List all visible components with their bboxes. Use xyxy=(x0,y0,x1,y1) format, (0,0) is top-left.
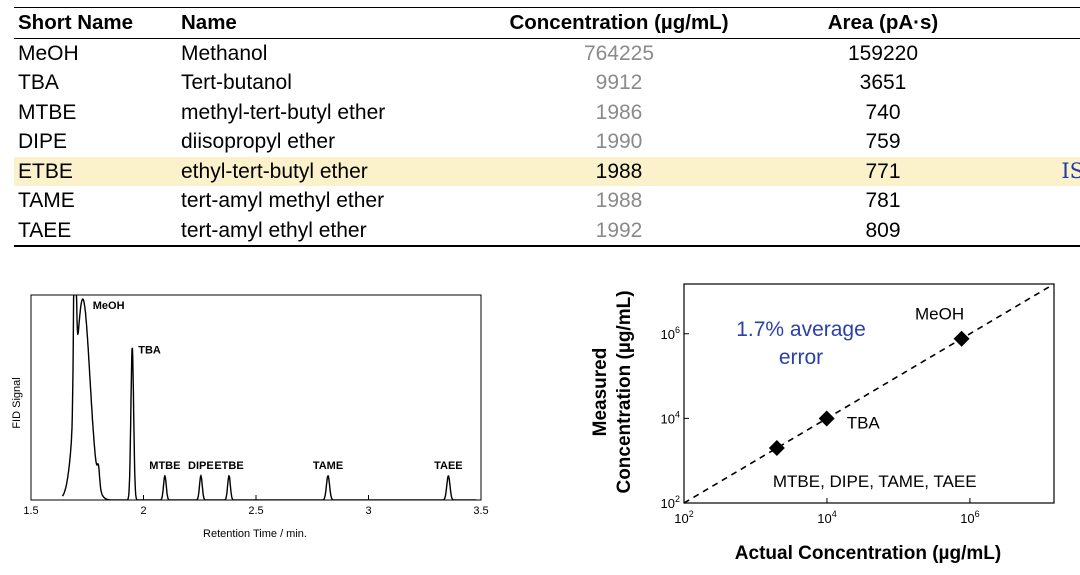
data-point-diamond xyxy=(953,330,970,347)
table-row: MeOH Methanol 764225 159220 xyxy=(14,38,1080,68)
calibration-annotation-line-2: error xyxy=(779,346,823,369)
table-row: DIPE diisopropyl ether 1990 759 xyxy=(14,127,1080,157)
cell-note xyxy=(1013,186,1080,216)
data-point-diamond xyxy=(818,410,835,427)
cell-concentration: 1988 xyxy=(595,189,643,213)
cell-area: 809 xyxy=(865,218,901,242)
chromatogram-y-axis-label: FID Signal xyxy=(11,377,23,428)
peak-label: TAEE xyxy=(434,460,463,472)
chromatogram-x-tick-label: 3.5 xyxy=(473,505,488,517)
table-row: TBA Tert-butanol 9912 3651 xyxy=(14,68,1080,98)
identity-reference-line xyxy=(683,283,1055,504)
cell-note xyxy=(1013,38,1080,68)
calibration-marks: MeOH TBA MTBE, DIPE, TAME, TAEE xyxy=(683,283,1055,504)
cell-note xyxy=(1013,216,1080,247)
cell-short-name: DIPE xyxy=(18,130,68,154)
cell-area: 781 xyxy=(865,189,901,213)
cell-area: 759 xyxy=(865,130,901,154)
table-row-internal-standard: ETBE ethyl-tert-butyl ether 1988 771 IS xyxy=(14,156,1080,186)
cell-short-name: MTBE xyxy=(18,100,77,124)
cell-area: 771 xyxy=(753,156,1013,186)
calibration-y-tick-label: 106 xyxy=(661,325,680,342)
cell-concentration: 9912 xyxy=(595,71,643,95)
cell-name: ethyl-tert-butyl ether xyxy=(177,156,485,186)
calibration-x-tick-label: 104 xyxy=(817,509,836,526)
header-short-name: Short Name xyxy=(18,11,134,35)
cell-area: 159220 xyxy=(847,41,919,65)
calibration-x-tick-label: 106 xyxy=(960,509,979,526)
calibration-plot-frame xyxy=(683,283,1055,504)
cell-name: tert-amyl methyl ether xyxy=(181,189,385,213)
cell-name: methyl-tert-butyl ether xyxy=(181,100,386,124)
chromatogram-trace xyxy=(61,295,477,500)
data-point-label: TBA xyxy=(847,414,881,433)
cell-short-name: TAME xyxy=(18,189,75,213)
peak-label: MTBE xyxy=(149,460,180,472)
data-point-label: MTBE, DIPE, TAME, TAEE xyxy=(773,472,977,491)
calibration-y-axis-label-line-2: Concentration (µg/mL) xyxy=(614,290,635,493)
cell-name: Methanol xyxy=(181,41,268,65)
chromatogram-peak-labels: MeOH TBA MTBE DIPE ETBE TAME TAEE xyxy=(93,300,463,472)
cell-name: tert-amyl ethyl ether xyxy=(181,218,367,242)
peak-label: MeOH xyxy=(93,300,125,312)
cell-concentration: 1988 xyxy=(485,156,753,186)
header-note xyxy=(1013,8,1080,39)
header-concentration: Concentration (µg/mL) xyxy=(509,11,729,35)
peak-label: TAME xyxy=(313,460,343,472)
calibration-y-tick-label: 104 xyxy=(661,409,680,426)
calibration-x-tick-label: 102 xyxy=(674,509,693,526)
cell-area: 3651 xyxy=(859,71,907,95)
chromatogram-x-axis-label: Retention Time / min. xyxy=(203,528,307,540)
cell-short-name: TBA xyxy=(18,71,59,95)
cell-note xyxy=(1013,98,1080,128)
cell-name: diisopropyl ether xyxy=(181,130,336,154)
table-header-row: Short Name Name Concentration (µg/mL) Ar… xyxy=(14,7,1080,39)
cell-short-name: ETBE xyxy=(14,156,177,186)
peak-label: TBA xyxy=(138,344,161,356)
peak-label: ETBE xyxy=(214,460,243,472)
cell-note xyxy=(1013,127,1080,157)
chromatogram-x-tick-label: 1.5 xyxy=(23,505,38,517)
data-point-diamond xyxy=(768,440,785,457)
cell-area: 740 xyxy=(865,100,901,124)
cell-concentration: 1992 xyxy=(595,218,643,242)
chromatogram-x-tick-label: 3 xyxy=(365,505,371,517)
cell-concentration: 1990 xyxy=(595,130,643,154)
chromatogram-x-tick-label: 2.5 xyxy=(248,505,263,517)
internal-standard-label: IS xyxy=(1013,156,1080,186)
header-name: Name xyxy=(181,11,237,35)
peak-label: DIPE xyxy=(188,460,214,472)
data-table: Short Name Name Concentration (µg/mL) Ar… xyxy=(14,7,1080,247)
table-row: MTBE methyl-tert-butyl ether 1986 740 xyxy=(14,98,1080,128)
calibration-annotation-line-1: 1.7% average xyxy=(736,318,866,341)
data-point-label: MeOH xyxy=(915,305,964,324)
cell-short-name: TAEE xyxy=(18,218,72,242)
table-row: TAME tert-amyl methyl ether 1988 781 xyxy=(14,186,1080,216)
cell-short-name: MeOH xyxy=(18,41,79,65)
cell-name: Tert-butanol xyxy=(181,71,292,95)
cell-concentration: 764225 xyxy=(583,41,655,65)
table-row: TAEE tert-amyl ethyl ether 1992 809 xyxy=(14,216,1080,247)
header-area: Area (pA·s) xyxy=(827,11,939,35)
cell-note xyxy=(1013,68,1080,98)
chromatogram-trace-group xyxy=(61,295,477,500)
chromatogram-axes: 1.5 2 2.5 3 3.5 xyxy=(23,294,489,517)
cell-concentration: 1986 xyxy=(595,100,643,124)
chromatogram-x-tick-label: 2 xyxy=(140,505,146,517)
calibration-y-tick-label: 102 xyxy=(661,494,680,511)
calibration-y-axis-label-line-1: Measured xyxy=(590,348,611,437)
calibration-x-axis-label: Actual Concentration (µg/mL) xyxy=(735,543,1001,564)
